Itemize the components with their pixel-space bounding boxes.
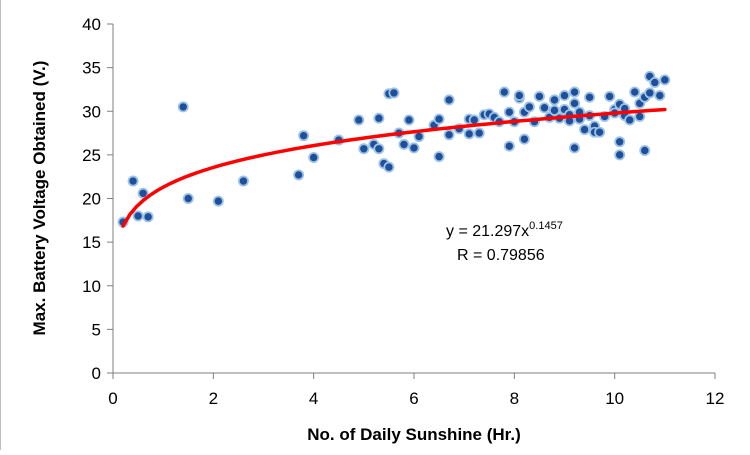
data-point [604, 90, 616, 102]
data-point [177, 101, 189, 113]
x-tick-labels: 0 2 4 6 8 10 12 [108, 389, 724, 408]
data-point [614, 136, 626, 148]
x-tick-label: 0 [108, 389, 117, 408]
y-tick-label: 30 [82, 102, 101, 121]
data-point [533, 90, 545, 102]
x-tick-label: 8 [510, 389, 519, 408]
data-point [579, 124, 591, 136]
y-tick-label: 40 [82, 15, 101, 34]
data-point [443, 94, 455, 106]
y-tick-label: 25 [82, 146, 101, 165]
data-point [433, 151, 445, 163]
data-point [298, 130, 310, 142]
data-point [132, 210, 144, 222]
axes [107, 23, 716, 379]
data-points [117, 70, 671, 228]
data-point [569, 142, 581, 154]
data-point [518, 133, 530, 145]
data-point [353, 114, 365, 126]
data-point [137, 187, 149, 199]
data-point [212, 195, 224, 207]
data-point [433, 113, 445, 125]
data-point [513, 90, 525, 102]
equation-exponent: 0.1457 [529, 220, 563, 232]
data-point [649, 76, 661, 88]
y-tick-labels: 0 5 10 15 20 25 30 35 40 [82, 15, 101, 383]
data-point [654, 90, 666, 102]
data-point [503, 140, 515, 152]
data-point [523, 101, 535, 113]
x-tick-label: 2 [209, 389, 218, 408]
data-point [398, 138, 410, 150]
data-point [403, 114, 415, 126]
data-point [548, 94, 560, 106]
data-point [408, 142, 420, 154]
data-point [373, 112, 385, 124]
equation-base: y = 21.297x [446, 223, 529, 240]
data-point [629, 86, 641, 98]
data-point [569, 97, 581, 109]
data-point [127, 175, 139, 187]
y-tick-label: 0 [92, 364, 101, 383]
data-point [624, 114, 636, 126]
data-point [559, 90, 571, 102]
data-point [503, 106, 515, 118]
data-point [358, 143, 370, 155]
y-tick-label: 5 [92, 320, 101, 339]
x-tick-label: 4 [309, 389, 318, 408]
data-point [142, 211, 154, 223]
y-tick-label: 20 [82, 190, 101, 209]
data-point [237, 175, 249, 187]
data-point [498, 86, 510, 98]
data-point [463, 128, 475, 140]
data-point [413, 131, 425, 143]
power-trendline [121, 107, 667, 228]
data-point [443, 129, 455, 141]
data-point [548, 104, 560, 116]
data-point [659, 74, 671, 86]
x-tick-label: 12 [706, 389, 725, 408]
data-point [594, 126, 606, 138]
x-tick-label: 6 [409, 389, 418, 408]
y-tick-label: 35 [82, 59, 101, 78]
data-point [293, 169, 305, 181]
data-point [383, 161, 395, 173]
trendline-equation: y = 21.297x0.1457 [446, 220, 563, 240]
data-point [373, 143, 385, 155]
data-point [388, 87, 400, 99]
data-point [644, 87, 656, 99]
y-tick-label: 10 [82, 277, 101, 296]
data-point [584, 91, 596, 103]
data-point [538, 102, 550, 114]
data-point [634, 110, 646, 122]
data-point [308, 151, 320, 163]
data-point [473, 127, 485, 139]
data-point [639, 145, 651, 157]
x-axis-title: No. of Daily Sunshine (Hr.) [307, 425, 520, 444]
y-axis-title: Max. Battery Voltage Obtained (V.) [30, 61, 49, 336]
y-tick-label: 15 [82, 233, 101, 252]
data-point [182, 192, 194, 204]
r-value: R = 0.79856 [457, 247, 545, 264]
data-point [614, 149, 626, 161]
data-point [569, 86, 581, 98]
x-tick-label: 10 [605, 389, 624, 408]
